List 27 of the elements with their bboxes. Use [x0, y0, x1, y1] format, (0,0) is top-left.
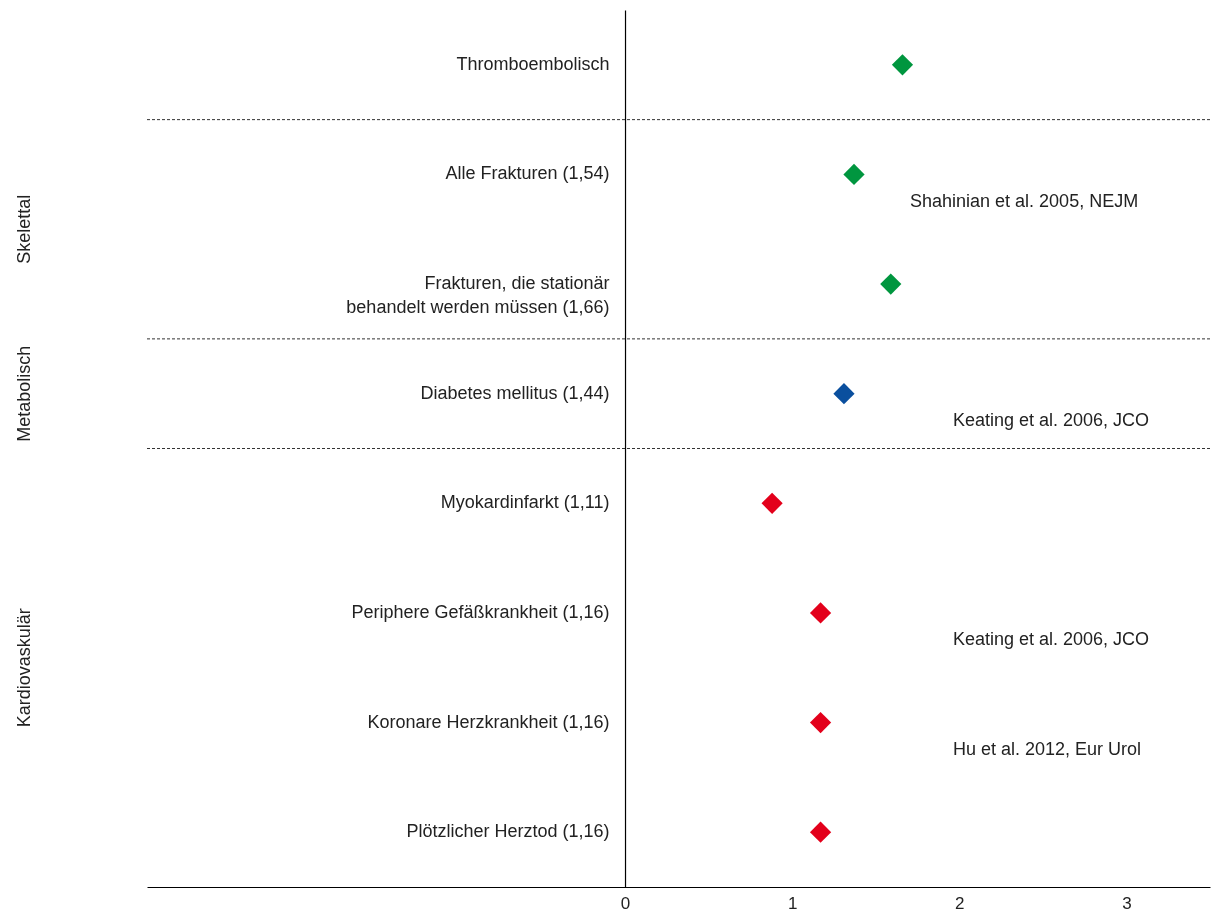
x-tick-label: 2 — [955, 893, 965, 913]
point — [809, 711, 832, 734]
annotation: Keating et al. 2006, JCO — [953, 629, 1150, 650]
text: Metabolisch — [14, 345, 34, 442]
text: Kardiovaskulär — [14, 608, 34, 728]
y-tick-label: Periphere Gefäßkrankheit (1,16) — [351, 601, 610, 622]
y-tick-label: Diabetes mellitus (1,44) — [420, 382, 610, 403]
y-tick-label: Frakturen, die stationär behandelt werden müssen (1,66) — [346, 273, 610, 318]
x-tick-label: 0 — [620, 893, 631, 913]
point — [833, 383, 855, 405]
y-tick-label: Myokardinfarkt (1,11) — [440, 492, 610, 513]
point — [809, 602, 832, 624]
y-tick-label: Thromboembolisch — [456, 53, 610, 74]
annotation: Hu et al. 2012, Eur Urol — [953, 738, 1142, 759]
y-tick-label: Plötzlicher Herztod (1,16) — [406, 821, 610, 842]
y-tick-label: Alle Frakturen (1,54) — [445, 163, 610, 184]
text: Skelettal — [14, 194, 34, 264]
point — [843, 163, 865, 186]
annotation: Shahinian et al. 2005, NEJM — [910, 190, 1139, 211]
point — [880, 273, 902, 295]
x-tick-label: 3 — [1122, 893, 1132, 913]
annotation: Keating et al. 2006, JCO — [953, 410, 1150, 431]
point — [809, 821, 832, 843]
x-tick-label: 1 — [787, 893, 798, 913]
y-tick-label: Koronare Herzkrankheit (1,16) — [367, 711, 610, 732]
point — [891, 54, 914, 76]
point — [761, 492, 783, 514]
